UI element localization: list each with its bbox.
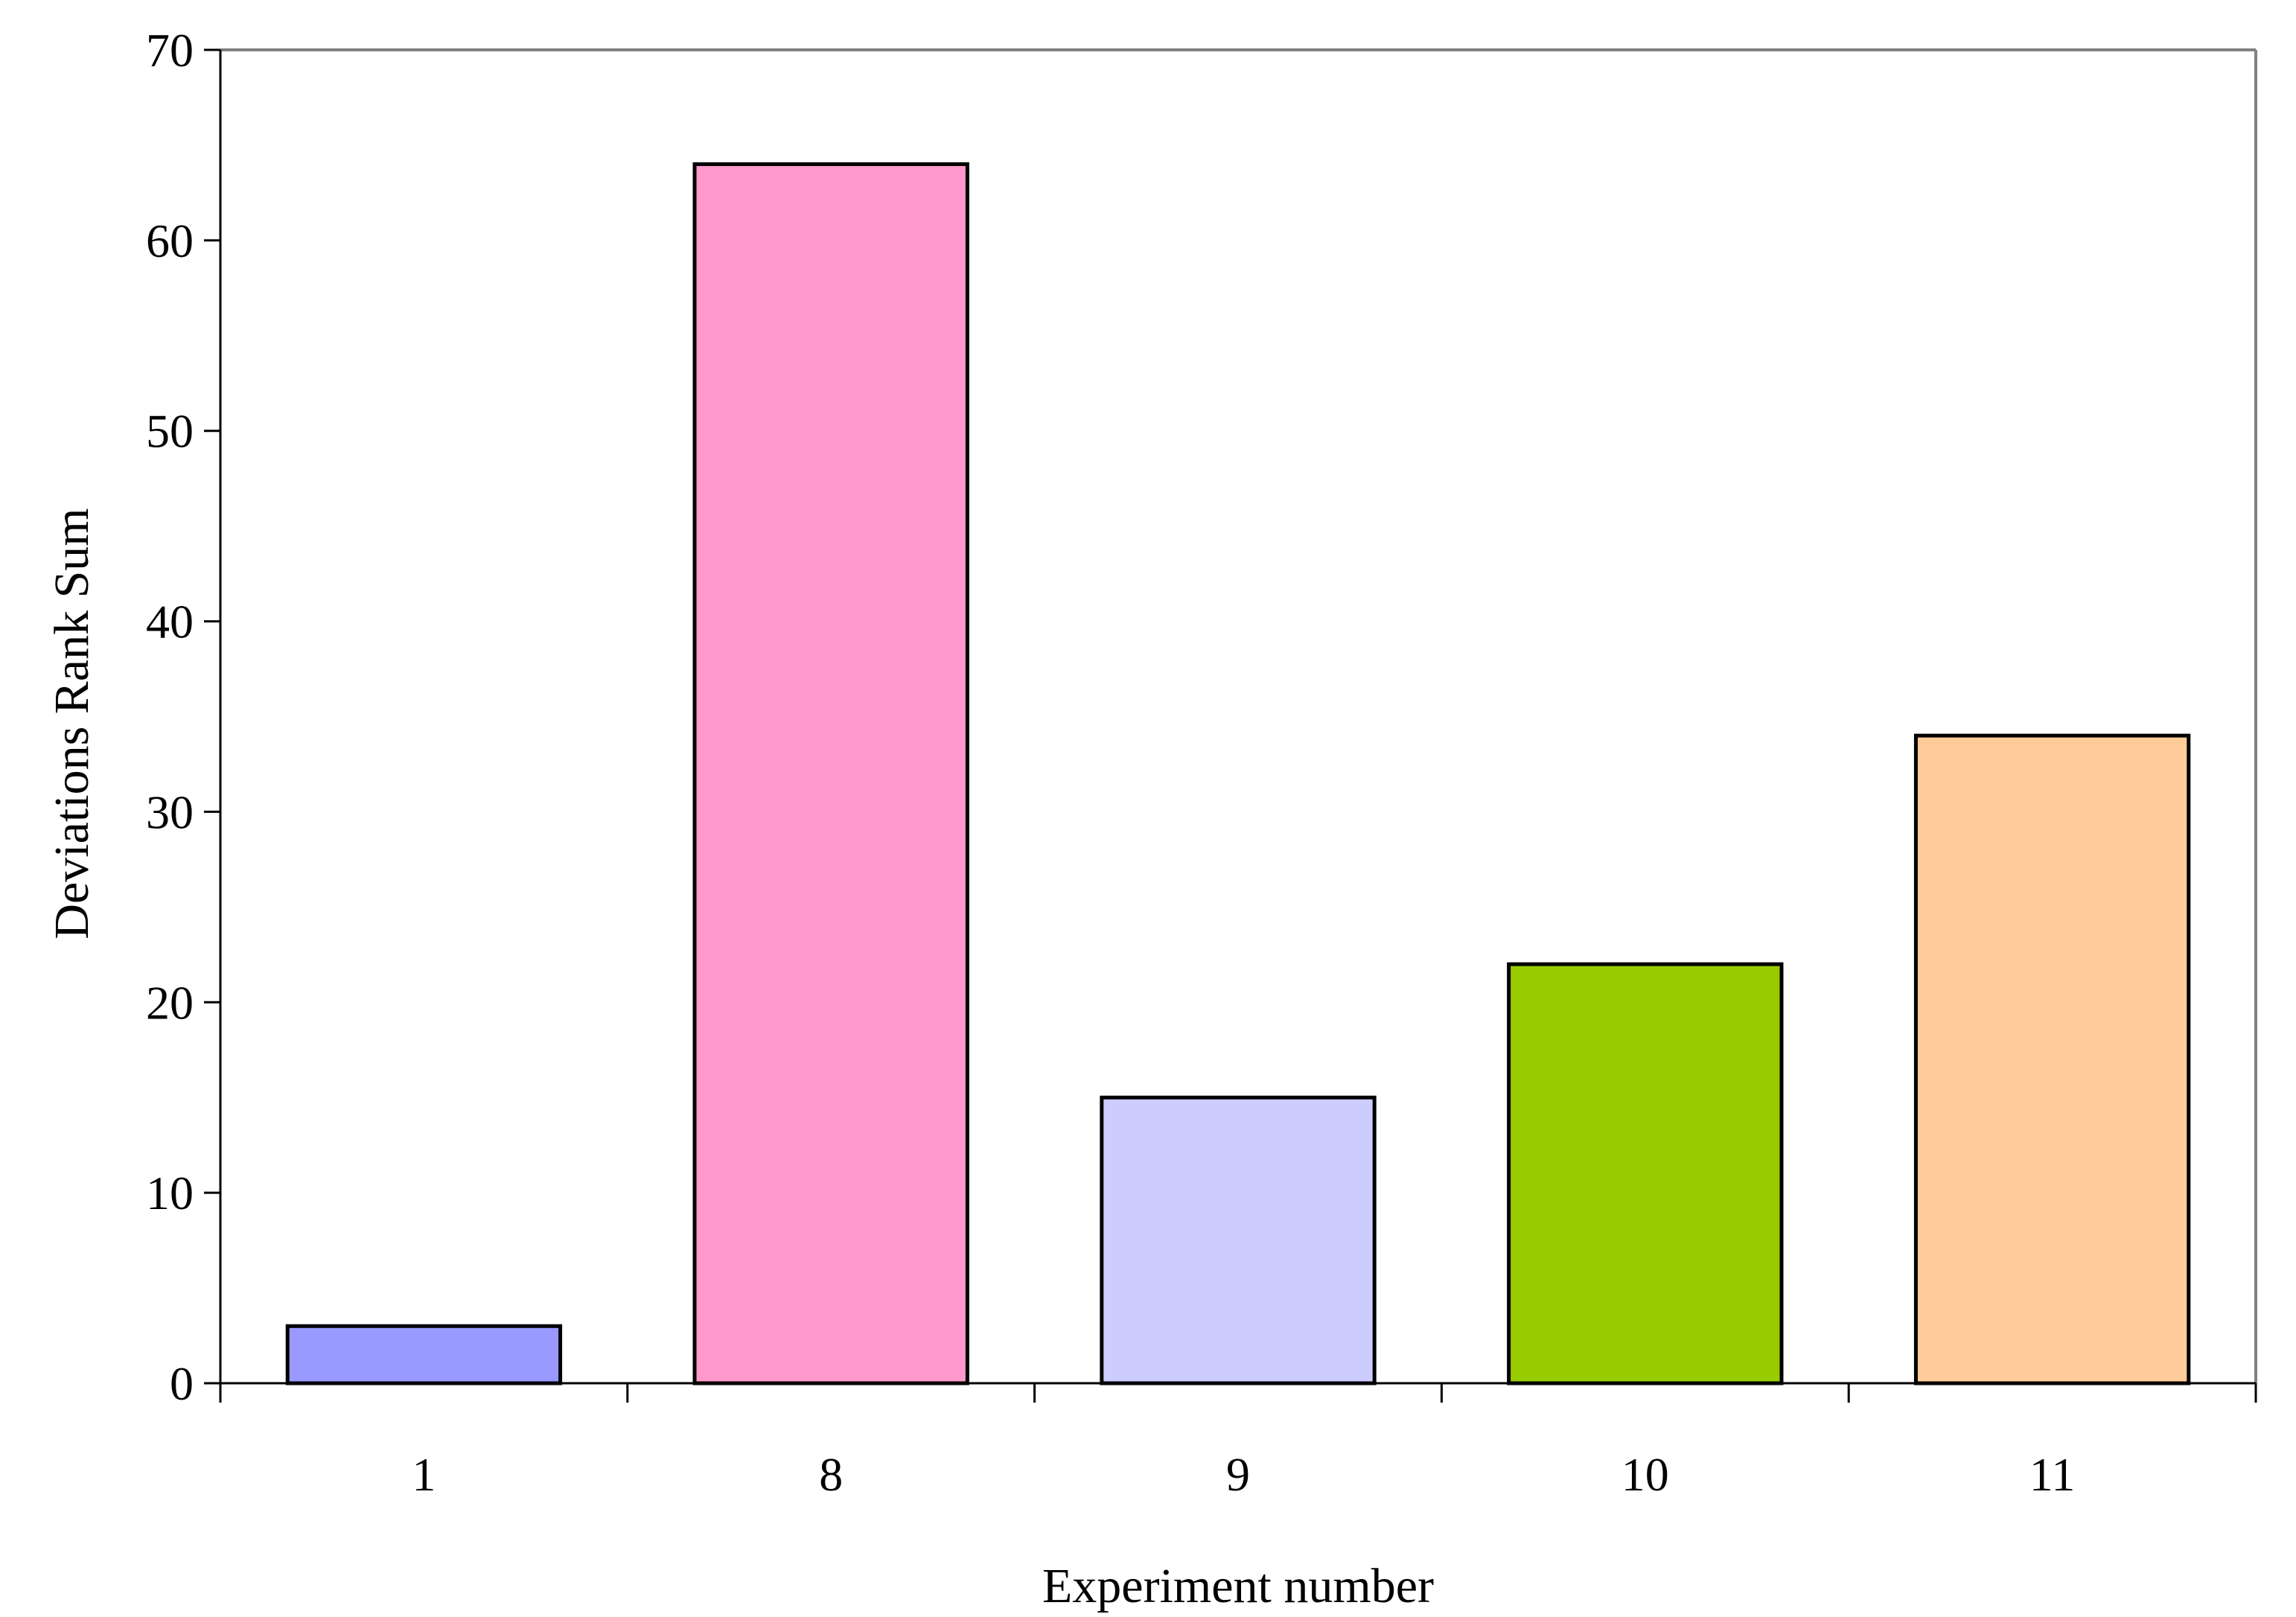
x-axis-ticks: 1 8 9 10 11 xyxy=(219,1383,2257,1501)
x-tick-label-1: 1 xyxy=(412,1448,436,1501)
y-tick-label: 10 xyxy=(146,1167,194,1219)
y-tick-label: 0 xyxy=(170,1357,194,1410)
bar-10 xyxy=(1507,962,1784,1385)
x-tick-label-11: 11 xyxy=(2029,1448,2076,1501)
x-axis-title: Experiment number xyxy=(1042,1559,1434,1613)
y-tick-label: 60 xyxy=(146,214,194,267)
y-tick-label: 40 xyxy=(146,596,194,648)
y-tick-label: 20 xyxy=(146,976,194,1029)
x-tick-label-8: 8 xyxy=(819,1448,843,1501)
y-tick-label: 50 xyxy=(146,405,194,458)
x-tick-label-9: 9 xyxy=(1226,1448,1250,1501)
y-tick-label: 30 xyxy=(146,785,194,838)
y-axis-ticks: 0 10 20 30 40 50 60 70 xyxy=(146,24,220,1410)
bars-group xyxy=(285,162,2191,1385)
bar-1 xyxy=(285,1324,563,1385)
bar-11 xyxy=(1913,733,2191,1385)
y-tick-label: 70 xyxy=(146,24,194,77)
x-tick-label-10: 10 xyxy=(1621,1448,1669,1501)
y-axis-title: Deviations Rank Sum xyxy=(45,508,99,939)
bar-9 xyxy=(1100,1095,1377,1385)
bar-8 xyxy=(692,162,969,1385)
